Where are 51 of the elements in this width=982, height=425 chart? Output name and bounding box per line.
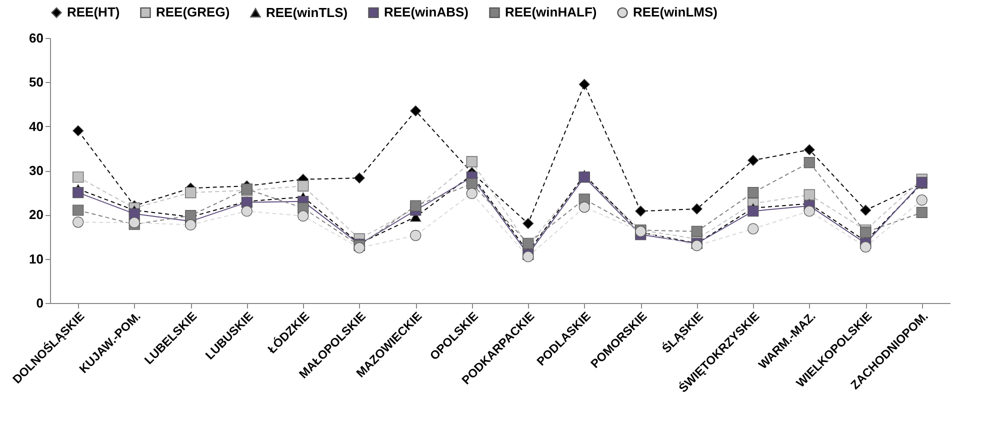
point <box>916 194 928 206</box>
point <box>185 219 196 230</box>
legend-label: REE(winTLS) <box>266 4 348 20</box>
point <box>748 187 759 198</box>
y-tick-label: 20 <box>29 207 44 222</box>
legend-label: REE(winABS) <box>384 4 468 20</box>
point <box>354 172 365 184</box>
point <box>748 223 759 234</box>
point <box>466 156 478 168</box>
point <box>410 200 422 212</box>
point <box>241 206 252 217</box>
y-tick-label: 60 <box>29 30 44 46</box>
point <box>804 189 815 200</box>
point <box>298 210 309 222</box>
point <box>578 78 590 90</box>
point <box>185 187 196 198</box>
point <box>748 154 759 166</box>
point <box>466 178 478 190</box>
y-tick-label: 0 <box>36 296 44 310</box>
point <box>522 218 534 230</box>
point <box>410 105 422 116</box>
legend-label: REE(GREG) <box>156 4 230 20</box>
legend-label: REE(winHALF) <box>505 4 597 20</box>
point <box>522 238 534 249</box>
point <box>522 251 534 262</box>
point <box>466 188 478 199</box>
y-tick-label: 50 <box>29 74 44 90</box>
point <box>298 180 309 192</box>
point <box>578 202 590 213</box>
point <box>691 240 702 252</box>
point <box>635 206 646 217</box>
point <box>804 206 815 217</box>
point <box>72 204 84 216</box>
point <box>72 172 84 183</box>
point <box>860 204 872 216</box>
y-tick-label: 10 <box>29 251 44 266</box>
y-tick-label: 30 <box>29 163 44 178</box>
point <box>72 187 84 198</box>
y-tick-label: 40 <box>29 118 44 134</box>
legend-label: REE(winLMS) <box>633 4 718 20</box>
point <box>804 144 815 156</box>
point <box>72 125 84 136</box>
point <box>804 157 815 168</box>
legend-label: REE(HT) <box>67 4 120 20</box>
point <box>860 241 872 252</box>
point <box>72 216 84 228</box>
point <box>691 226 702 237</box>
point <box>916 206 928 218</box>
point <box>691 203 702 214</box>
point <box>410 230 422 241</box>
point <box>748 206 759 217</box>
